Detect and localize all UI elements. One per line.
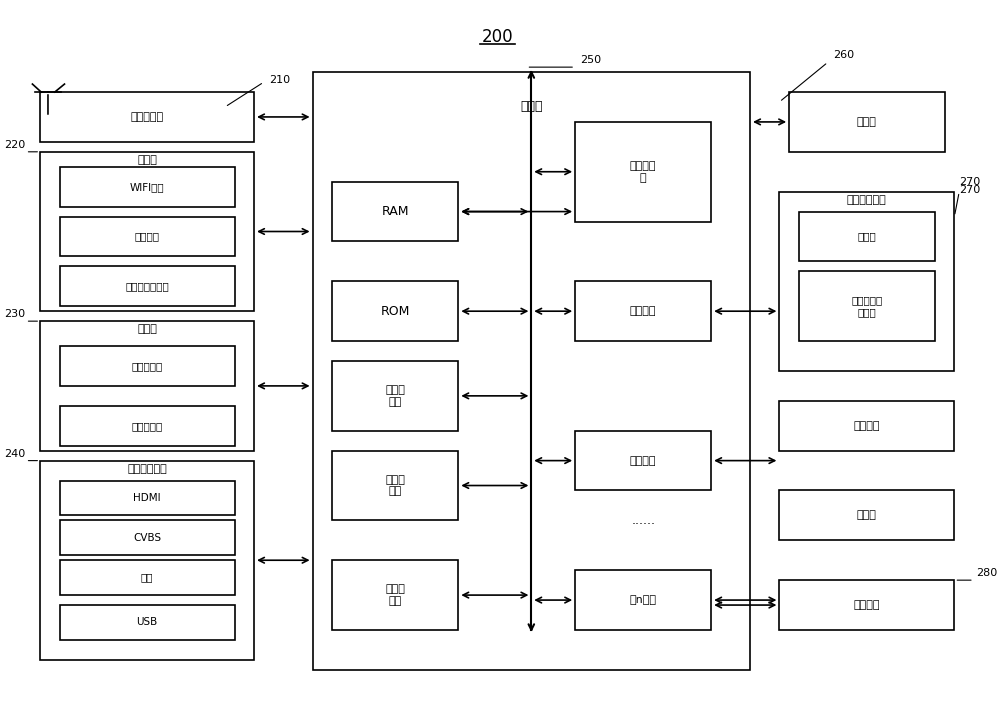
Text: 检测器: 检测器 xyxy=(137,324,157,334)
Text: 220: 220 xyxy=(4,140,26,150)
Text: 270: 270 xyxy=(959,185,980,195)
FancyBboxPatch shape xyxy=(40,461,254,660)
Text: 260: 260 xyxy=(833,50,854,60)
Text: HDMI: HDMI xyxy=(133,493,161,503)
Text: WIFI模块: WIFI模块 xyxy=(130,182,164,192)
FancyBboxPatch shape xyxy=(60,521,235,555)
FancyBboxPatch shape xyxy=(40,321,254,451)
FancyBboxPatch shape xyxy=(575,281,711,341)
FancyBboxPatch shape xyxy=(779,490,954,540)
Text: 声音采集器: 声音采集器 xyxy=(132,361,163,371)
FancyBboxPatch shape xyxy=(332,560,458,630)
Text: 存储器: 存储器 xyxy=(857,510,877,521)
FancyBboxPatch shape xyxy=(60,346,235,386)
Text: 210: 210 xyxy=(269,75,290,85)
FancyBboxPatch shape xyxy=(575,430,711,490)
Text: 调谐解调器: 调谐解调器 xyxy=(131,112,164,122)
FancyBboxPatch shape xyxy=(799,211,935,262)
FancyBboxPatch shape xyxy=(779,192,954,371)
FancyBboxPatch shape xyxy=(779,401,954,451)
Text: 230: 230 xyxy=(4,309,26,319)
Text: 音频处
理器: 音频处 理器 xyxy=(385,584,405,606)
Text: ......: ...... xyxy=(631,514,655,527)
Text: 外接音响输
出端子: 外接音响输 出端子 xyxy=(851,296,882,317)
FancyBboxPatch shape xyxy=(60,216,235,257)
Text: 图像采集器: 图像采集器 xyxy=(132,421,163,430)
Text: ROM: ROM xyxy=(380,305,410,318)
Text: RAM: RAM xyxy=(381,205,409,218)
FancyBboxPatch shape xyxy=(332,281,458,341)
FancyBboxPatch shape xyxy=(60,167,235,207)
Text: 280: 280 xyxy=(976,568,997,578)
FancyBboxPatch shape xyxy=(40,152,254,311)
FancyBboxPatch shape xyxy=(332,182,458,242)
Text: 扬声器: 扬声器 xyxy=(857,231,876,242)
FancyBboxPatch shape xyxy=(313,72,750,670)
Text: 第一接口: 第一接口 xyxy=(630,306,656,317)
Text: 270: 270 xyxy=(959,177,980,187)
FancyBboxPatch shape xyxy=(60,406,235,446)
Text: 200: 200 xyxy=(481,28,513,46)
FancyBboxPatch shape xyxy=(60,480,235,516)
Text: 分量: 分量 xyxy=(141,572,153,583)
Text: CVBS: CVBS xyxy=(133,533,161,543)
Text: 图形处
理器: 图形处 理器 xyxy=(385,474,405,496)
Text: 显示器: 显示器 xyxy=(857,117,877,127)
FancyBboxPatch shape xyxy=(40,92,254,142)
Text: 第二接口: 第二接口 xyxy=(630,456,656,466)
FancyBboxPatch shape xyxy=(789,92,945,152)
FancyBboxPatch shape xyxy=(332,451,458,521)
Text: 用户接口: 用户接口 xyxy=(854,600,880,610)
Text: 音频输出接口: 音频输出接口 xyxy=(847,195,887,205)
Text: 250: 250 xyxy=(580,55,601,65)
Text: 第n接口: 第n接口 xyxy=(630,595,657,605)
Text: 供电电源: 供电电源 xyxy=(854,421,880,430)
Text: 视频处
理器: 视频处 理器 xyxy=(385,385,405,407)
FancyBboxPatch shape xyxy=(575,570,711,630)
Text: 外部装置接口: 外部装置接口 xyxy=(127,464,167,474)
FancyBboxPatch shape xyxy=(799,271,935,341)
Text: USB: USB xyxy=(137,617,158,627)
FancyBboxPatch shape xyxy=(332,361,458,430)
Text: 240: 240 xyxy=(4,448,26,459)
FancyBboxPatch shape xyxy=(60,266,235,306)
FancyBboxPatch shape xyxy=(60,605,235,640)
FancyBboxPatch shape xyxy=(575,122,711,221)
Text: 通信器: 通信器 xyxy=(137,155,157,165)
Text: 控制器: 控制器 xyxy=(520,100,543,113)
FancyBboxPatch shape xyxy=(779,580,954,630)
Text: 蓝牙模块: 蓝牙模块 xyxy=(135,231,160,242)
Text: 中央处理
器: 中央处理 器 xyxy=(630,161,656,182)
Text: 有线以太网模块: 有线以太网模块 xyxy=(125,281,169,291)
FancyBboxPatch shape xyxy=(60,560,235,595)
